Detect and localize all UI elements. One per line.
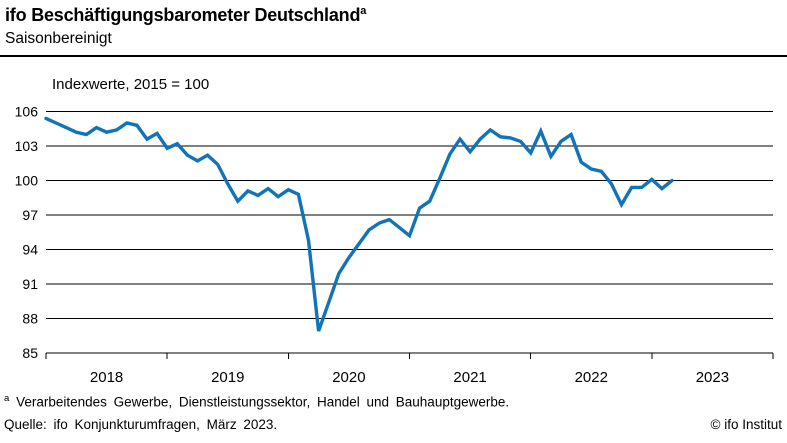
chart-unit-label: Indexwerte, 2015 = 100 — [52, 76, 210, 93]
title-footnote-marker: a — [360, 5, 367, 17]
y-tick-label: 103 — [15, 138, 39, 154]
x-tick-label: 2018 — [90, 369, 123, 386]
source-text: Quelle: ifo Konjunkturumfragen, März 202… — [4, 417, 278, 432]
footnote-text: Verarbeitendes Gewerbe, Dienstleistungss… — [16, 394, 510, 410]
y-tick-label: 106 — [15, 104, 39, 120]
barometer-data-line — [44, 116, 674, 332]
x-tick-label: 2019 — [211, 369, 244, 386]
page-subtitle: Saisonbereinigt — [5, 30, 112, 47]
copyright-text: © ifo Institut — [710, 417, 782, 432]
x-tick-label: 2023 — [696, 369, 729, 386]
x-tick-label: 2020 — [332, 369, 365, 386]
footnote-marker: a — [4, 393, 10, 404]
y-tick-label: 100 — [15, 173, 39, 189]
y-tick-label: 85 — [22, 345, 38, 361]
page-title: ifo Beschäftigungsbarometer Deutschlanda — [5, 5, 366, 26]
y-tick-label: 88 — [22, 311, 38, 327]
y-tick-label: 91 — [22, 276, 38, 292]
chart-footnote: a Verarbeitendes Gewerbe, Dienstleistung… — [4, 393, 509, 410]
header-divider — [0, 55, 787, 57]
page-title-text: ifo Beschäftigungsbarometer Deutschland — [5, 5, 361, 25]
x-tick-label: 2021 — [453, 369, 486, 386]
x-tick-label: 2022 — [575, 369, 608, 386]
y-tick-label: 97 — [22, 207, 38, 223]
y-tick-label: 94 — [22, 242, 38, 258]
